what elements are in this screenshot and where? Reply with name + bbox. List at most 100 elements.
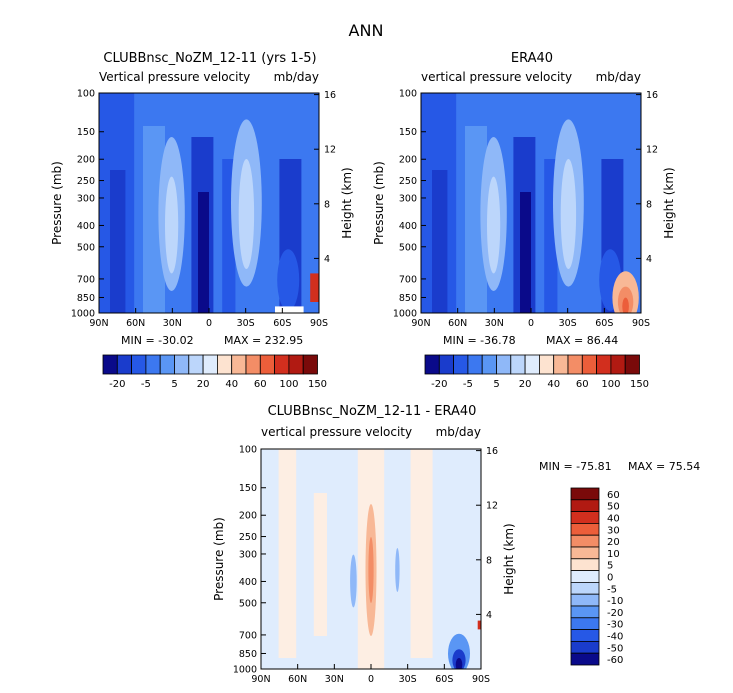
- x-tick-label: 90S: [632, 318, 650, 329]
- max-label: MAX = 232.95: [224, 334, 303, 347]
- y-tick-label: 100: [77, 89, 95, 100]
- colorbar-swatch: [202, 354, 218, 375]
- y-axis-label: Pressure (mb): [212, 517, 226, 601]
- x-tick-label: 90N: [411, 318, 430, 329]
- colorbar-label: 60: [576, 379, 589, 390]
- y2-tick-label: 16: [324, 90, 336, 101]
- y-tick-label: 400: [239, 577, 257, 588]
- colorbar-swatch: [159, 354, 175, 375]
- x-tick-label: 30N: [163, 318, 182, 329]
- panel-era40: ERA40 vertical pressure velocity mb/day 90N…: [372, 51, 676, 390]
- colorbar-swatch: [245, 354, 261, 375]
- min-label: MIN = -30.02: [121, 334, 194, 347]
- y-tick-label: 500: [77, 242, 95, 253]
- colorbar-swatch: [145, 354, 161, 375]
- y-tick-label: 850: [77, 293, 95, 304]
- contour-band: [278, 449, 297, 658]
- y2-tick-label: 8: [646, 199, 652, 210]
- contour-region: [455, 658, 463, 669]
- colorbar-label: 5: [171, 379, 177, 390]
- y-tick-label: 1000: [233, 665, 257, 676]
- contour-positive-polar: [310, 273, 319, 302]
- y-tick-label: 150: [399, 127, 417, 138]
- colorbar-label: 150: [630, 379, 649, 390]
- colorbar-swatch: [288, 354, 304, 375]
- x-tick-label: 60S: [273, 318, 291, 329]
- panel-subtitle: vertical pressure velocity: [421, 70, 572, 84]
- colorbar-swatch: [570, 570, 600, 583]
- colorbar-swatch: [570, 523, 600, 536]
- y-tick-label: 300: [77, 193, 95, 204]
- y2-tick-label: 4: [324, 254, 330, 265]
- y-tick-label: 150: [239, 483, 257, 494]
- panel-title: CLUBBnsc_NoZM_12-11 - ERA40: [268, 404, 477, 419]
- y2-tick-label: 12: [324, 145, 336, 156]
- colorbar-swatch: [570, 534, 600, 548]
- x-tick-label: 30N: [325, 674, 344, 685]
- colorbar-label: -20: [431, 379, 447, 390]
- colorbar-swatch: [570, 582, 600, 595]
- y-tick-label: 700: [399, 274, 417, 285]
- colorbar-swatch: [231, 354, 247, 375]
- y-tick-label: 300: [399, 193, 417, 204]
- colorbar-label: 10: [607, 549, 620, 560]
- contour-region: [277, 249, 300, 311]
- y-tick-label: 250: [239, 532, 257, 543]
- x-tick-label: 60N: [448, 318, 467, 329]
- colorbar-label: -10: [607, 596, 623, 607]
- panel-subtitle: vertical pressure velocity: [261, 425, 412, 439]
- colorbar-label: 50: [607, 502, 620, 513]
- contour-band: [313, 493, 327, 636]
- panel-units: mb/day: [596, 70, 641, 84]
- x-tick-label: 90S: [472, 674, 490, 685]
- y-tick-label: 700: [77, 274, 95, 285]
- panel-difference: CLUBBnsc_NoZM_12-11 - ERA40 vertical pres…: [212, 404, 700, 685]
- panel-units: mb/day: [274, 70, 319, 84]
- contour-region: [560, 159, 577, 269]
- colorbar-label: 100: [601, 379, 620, 390]
- colorbar-swatch: [624, 354, 640, 375]
- contour-band: [477, 620, 481, 630]
- x-tick-label: 0: [368, 674, 374, 685]
- colorbar-label: -5: [607, 584, 617, 595]
- colorbar-swatch: [596, 354, 612, 375]
- y-axis-label: Pressure (mb): [372, 161, 386, 245]
- y-tick-label: 500: [399, 242, 417, 253]
- contour-band: [198, 192, 209, 313]
- colorbar-label: 40: [607, 514, 620, 525]
- y-tick-label: 200: [239, 511, 257, 522]
- colorbar-swatch: [174, 354, 190, 375]
- contour-band: [410, 449, 433, 658]
- x-tick-label: 0: [206, 318, 212, 329]
- y-tick-label: 1000: [71, 309, 95, 320]
- x-tick-label: 30S: [399, 674, 417, 685]
- panel-model: CLUBBnsc_NoZM_12-11 (yrs 1-5) Vertical pr…: [50, 51, 354, 390]
- max-label: MAX = 75.54: [628, 460, 700, 473]
- panel-title: CLUBBnsc_NoZM_12-11 (yrs 1-5): [103, 51, 316, 66]
- min-label: MIN = -75.81: [539, 460, 612, 473]
- x-tick-label: 60S: [435, 674, 453, 685]
- y2-tick-label: 8: [486, 555, 492, 566]
- colorbar-swatch: [188, 354, 204, 375]
- y-tick-label: 500: [239, 598, 257, 609]
- colorbar-swatch: [510, 354, 526, 375]
- colorbar-swatch: [553, 354, 569, 375]
- y-tick-label: 300: [239, 549, 257, 560]
- colorbar-swatch: [438, 354, 454, 375]
- colorbar-label: -50: [607, 643, 623, 654]
- colorbar-label: -5: [141, 379, 151, 390]
- x-tick-label: 60N: [126, 318, 145, 329]
- colorbar-swatch: [570, 546, 600, 560]
- colorbar-swatch: [274, 354, 290, 375]
- x-tick-label: 90N: [89, 318, 108, 329]
- y2-axis-label: Height (km): [502, 523, 516, 594]
- panel-title: ERA40: [511, 51, 553, 66]
- y-tick-label: 850: [239, 649, 257, 660]
- x-tick-label: 60N: [288, 674, 307, 685]
- x-tick-label: 30S: [237, 318, 255, 329]
- y2-tick-label: 16: [646, 90, 658, 101]
- colorbar-swatch: [131, 354, 147, 375]
- colorbar-label: 20: [607, 537, 620, 548]
- y-tick-label: 250: [77, 176, 95, 187]
